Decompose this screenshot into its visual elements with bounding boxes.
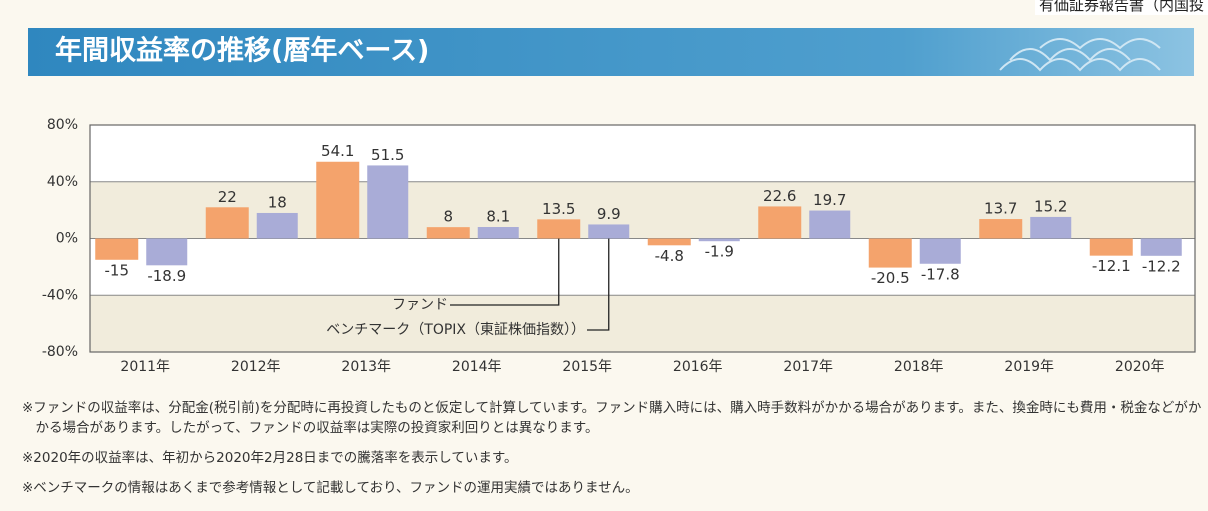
y-tick-label: 40% [47,174,78,190]
bar [257,213,298,239]
bar [648,239,691,246]
legend-label: ベンチマーク（TOPIX（東証株価指数）） [326,322,585,338]
bar [1030,217,1071,239]
plot-band [90,182,1195,239]
page-header: 有価証券報告書（内国投 [1035,0,1208,15]
note: ※2020年の収益率は、年初から2020年2月28日までの騰落率を表示しています… [22,448,1202,468]
plot-band [90,295,1195,352]
value-label: -15 [105,261,130,279]
page: 年間収益率の推移(暦年ベース) -80% -40% 0% 40% 80% 2011年 -15… [0,0,1208,511]
y-tick-label: -40% [42,287,78,303]
value-label: -20.5 [871,269,910,287]
legend-label: ファンド [392,297,448,313]
value-label: 19.7 [813,191,846,209]
value-label: 8 [443,208,453,226]
chart-title: 年間収益率の推移(暦年ベース) [55,35,429,67]
note: ※ファンドの収益率は、分配金(税引前)を分配時に再投資したものと仮定して計算して… [22,398,1202,438]
value-label: 51.5 [371,146,404,164]
x-tick-label: 2020年 [1115,359,1165,375]
bar [979,219,1022,238]
bar [920,239,961,264]
value-label: 13.5 [542,200,575,218]
value-label: -12.1 [1092,257,1131,275]
x-tick-label: 2019年 [1004,359,1054,375]
value-label: 54.1 [321,142,354,160]
plot-area: -80% -40% 0% 40% 80% 2011年 -15 -18.9 2012年 22 18 20… [42,117,1195,375]
value-label: 18 [268,193,287,211]
note: ※ベンチマークの情報はあくまで参考情報として記載しており、ファンドの運用実績では… [22,478,1202,498]
bar [367,165,408,238]
x-tick-label: 2011年 [120,359,170,375]
y-tick-label: 80% [47,117,78,133]
value-label: -18.9 [147,267,186,285]
x-tick-label: 2013年 [341,359,391,375]
chart: 年間収益率の推移(暦年ベース) -80% -40% 0% 40% 80% 2011年 -15… [0,0,1208,395]
bar [316,162,359,239]
x-tick-label: 2018年 [894,359,944,375]
bar [758,206,801,238]
value-label: 9.9 [597,205,621,223]
bar [1141,239,1182,256]
value-label: -12.2 [1142,257,1181,275]
value-label: 15.2 [1034,197,1067,215]
bar [537,219,580,238]
value-label: -17.8 [921,265,960,283]
x-tick-label: 2012年 [231,359,281,375]
x-tick-label: 2015年 [562,359,612,375]
bar [95,239,138,260]
bar [146,239,187,266]
value-label: 22.6 [763,187,796,205]
bar [206,207,249,238]
bar [1090,239,1133,256]
value-label: 22 [218,188,237,206]
value-label: -4.8 [655,247,684,265]
notes: ※ファンドの収益率は、分配金(税引前)を分配時に再投資したものと仮定して計算して… [22,398,1202,508]
bar [699,239,740,242]
y-tick-label: -80% [42,344,78,360]
x-tick-label: 2017年 [783,359,833,375]
bar [869,239,912,268]
bar [809,211,850,239]
value-label: 8.1 [486,208,510,226]
x-tick-label: 2016年 [673,359,723,375]
bar [478,227,519,238]
y-tick-label: 0% [56,231,78,247]
value-label: -1.9 [705,243,734,261]
bar [588,224,629,238]
x-tick-label: 2014年 [452,359,502,375]
bar [427,227,470,238]
value-label: 13.7 [984,200,1017,218]
